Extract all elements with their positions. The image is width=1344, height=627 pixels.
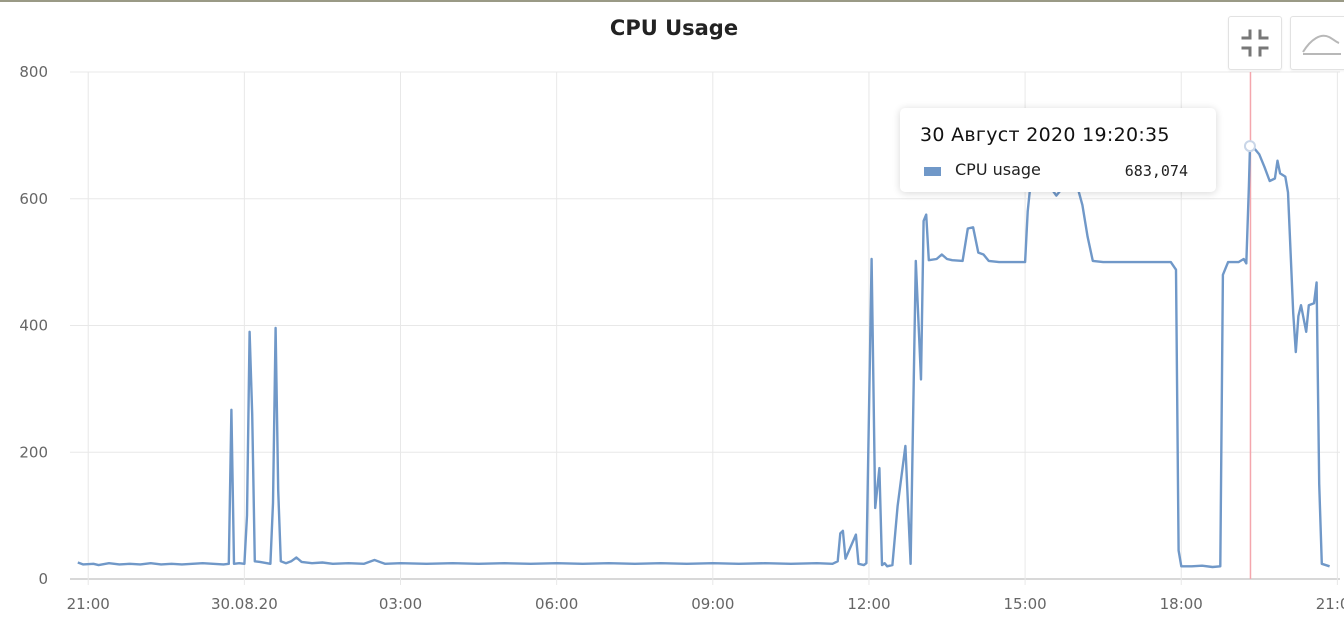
grid-lines bbox=[70, 71, 1340, 585]
tooltip-value: 683,074 bbox=[1124, 162, 1188, 180]
tooltip-timestamp: 30 Август 2020 19:20:35 bbox=[920, 124, 1170, 146]
x-tick-label: 09:00 bbox=[691, 595, 734, 613]
area-chart-icon bbox=[1302, 34, 1341, 55]
minimize-arrows-icon bbox=[1241, 29, 1269, 57]
tooltip-series-name: CPU usage bbox=[955, 160, 1041, 179]
chart-title: CPU Usage bbox=[609, 16, 739, 40]
restore-zoom-button[interactable] bbox=[1228, 16, 1282, 70]
x-tick-label: 12:00 bbox=[847, 595, 890, 613]
data-tooltip: 30 Август 2020 19:20:35 CPU usage 683,07… bbox=[900, 108, 1216, 192]
y-axis-ticks: 0 200 400 600 800 bbox=[19, 63, 48, 588]
x-tick-label: 21:00 bbox=[67, 595, 110, 613]
x-tick-label: 30.08.20 bbox=[211, 595, 278, 613]
x-tick-label: 15:00 bbox=[1003, 595, 1046, 613]
y-tick-label: 400 bbox=[19, 317, 48, 335]
y-tick-label: 0 bbox=[38, 570, 48, 588]
tooltip-series-swatch bbox=[924, 167, 941, 176]
highlighted-data-point[interactable] bbox=[1243, 140, 1256, 153]
y-tick-label: 200 bbox=[19, 443, 48, 461]
chart-type-toggle-button[interactable] bbox=[1290, 16, 1344, 70]
x-tick-label: 18:00 bbox=[1160, 595, 1203, 613]
x-axis-ticks: 21:00 30.08.20 03:00 06:00 09:00 12:00 15:00 18… bbox=[67, 595, 1344, 613]
y-tick-label: 600 bbox=[19, 190, 48, 208]
series-line-cpu-usage[interactable] bbox=[77, 144, 1330, 569]
y-tick-label: 800 bbox=[19, 63, 48, 81]
x-tick-label: 03:00 bbox=[379, 595, 422, 613]
x-tick-label: 06:00 bbox=[535, 595, 578, 613]
x-tick-label: 21:00 bbox=[1316, 595, 1344, 613]
